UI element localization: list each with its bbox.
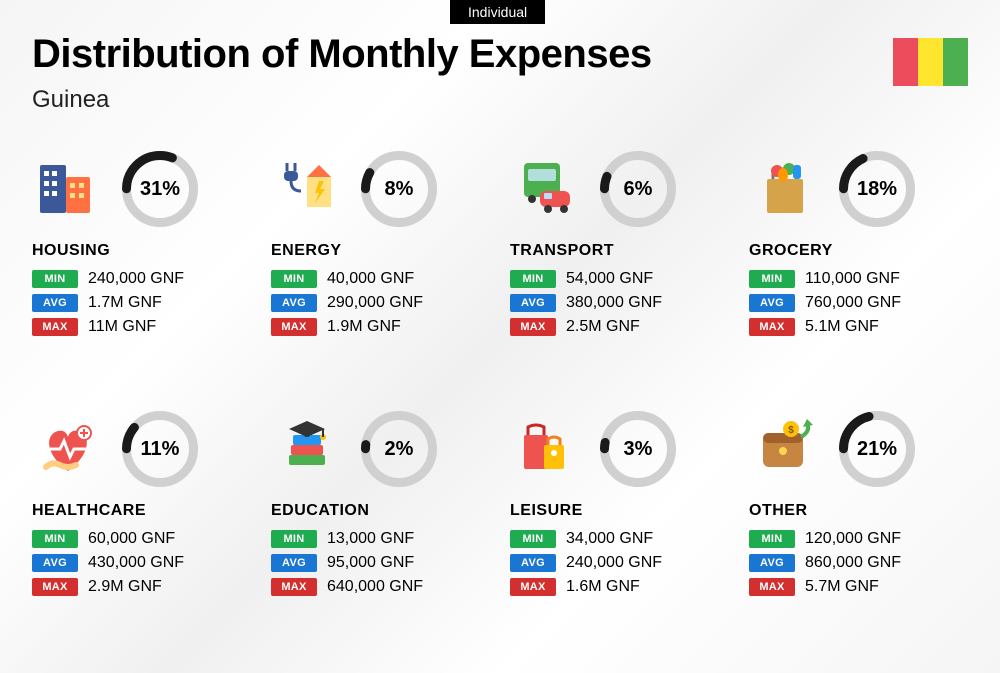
tag-min: MIN <box>749 270 795 288</box>
category-card-healthcare: 11% HEALTHCARE MIN 60,000 GNF AVG 430,00… <box>32 410 251 640</box>
flag-stripe-green <box>943 38 968 86</box>
pct-donut: 8% <box>361 151 437 227</box>
max-value: 2.5M GNF <box>566 318 640 336</box>
max-value: 11M GNF <box>88 318 156 336</box>
tag-max: MAX <box>749 578 795 596</box>
tag-min: MIN <box>32 530 78 548</box>
tag-min: MIN <box>271 530 317 548</box>
pct-donut: 3% <box>600 411 676 487</box>
pct-donut: 21% <box>839 411 915 487</box>
min-value: 240,000 GNF <box>88 270 184 288</box>
category-card-other: $ 21% OTHER MIN 120,000 GNF AVG 860,000 … <box>749 410 968 640</box>
pct-donut: 2% <box>361 411 437 487</box>
tag-max: MAX <box>271 318 317 336</box>
healthcare-icon <box>32 413 104 485</box>
category-name: EDUCATION <box>271 502 490 520</box>
avg-value: 760,000 GNF <box>805 294 901 312</box>
avg-value: 1.7M GNF <box>88 294 162 312</box>
pct-label: 8% <box>361 151 437 227</box>
avg-value: 430,000 GNF <box>88 554 184 572</box>
tag-min: MIN <box>32 270 78 288</box>
tag-min: MIN <box>510 530 556 548</box>
pct-donut: 18% <box>839 151 915 227</box>
tag-avg: AVG <box>271 294 317 312</box>
housing-icon <box>32 153 104 225</box>
max-value: 2.9M GNF <box>88 578 162 596</box>
tag-max: MAX <box>510 318 556 336</box>
avg-value: 860,000 GNF <box>805 554 901 572</box>
tag-min: MIN <box>510 270 556 288</box>
tag-avg: AVG <box>749 554 795 572</box>
pct-label: 21% <box>839 411 915 487</box>
tag-max: MAX <box>32 578 78 596</box>
min-value: 54,000 GNF <box>566 270 653 288</box>
avg-value: 380,000 GNF <box>566 294 662 312</box>
category-card-energy: 8% ENERGY MIN 40,000 GNF AVG 290,000 GNF… <box>271 150 490 380</box>
max-value: 5.7M GNF <box>805 578 879 596</box>
category-card-leisure: 3% LEISURE MIN 34,000 GNF AVG 240,000 GN… <box>510 410 729 640</box>
tag-max: MAX <box>510 578 556 596</box>
min-value: 40,000 GNF <box>327 270 414 288</box>
category-card-housing: 31% HOUSING MIN 240,000 GNF AVG 1.7M GNF… <box>32 150 251 380</box>
grocery-icon <box>749 153 821 225</box>
pct-donut: 11% <box>122 411 198 487</box>
min-value: 120,000 GNF <box>805 530 901 548</box>
category-card-grocery: 18% GROCERY MIN 110,000 GNF AVG 760,000 … <box>749 150 968 380</box>
tag-avg: AVG <box>271 554 317 572</box>
avg-value: 95,000 GNF <box>327 554 414 572</box>
category-name: TRANSPORT <box>510 242 729 260</box>
category-name: HEALTHCARE <box>32 502 251 520</box>
flag-stripe-yellow <box>918 38 943 86</box>
min-value: 34,000 GNF <box>566 530 653 548</box>
badge-individual: Individual <box>450 0 545 24</box>
min-value: 60,000 GNF <box>88 530 175 548</box>
pct-donut: 31% <box>122 151 198 227</box>
min-value: 13,000 GNF <box>327 530 414 548</box>
energy-icon <box>271 153 343 225</box>
category-name: ENERGY <box>271 242 490 260</box>
pct-label: 6% <box>600 151 676 227</box>
education-icon <box>271 413 343 485</box>
pct-label: 3% <box>600 411 676 487</box>
category-card-education: 2% EDUCATION MIN 13,000 GNF AVG 95,000 G… <box>271 410 490 640</box>
svg-text:$: $ <box>788 425 794 436</box>
pct-label: 18% <box>839 151 915 227</box>
flag-guinea <box>893 38 968 86</box>
max-value: 1.9M GNF <box>327 318 401 336</box>
pct-label: 2% <box>361 411 437 487</box>
pct-label: 31% <box>122 151 198 227</box>
max-value: 1.6M GNF <box>566 578 640 596</box>
min-value: 110,000 GNF <box>805 270 900 288</box>
tag-max: MAX <box>271 578 317 596</box>
tag-avg: AVG <box>510 294 556 312</box>
leisure-icon <box>510 413 582 485</box>
category-name: LEISURE <box>510 502 729 520</box>
tag-min: MIN <box>271 270 317 288</box>
tag-min: MIN <box>749 530 795 548</box>
tag-avg: AVG <box>32 554 78 572</box>
pct-donut: 6% <box>600 151 676 227</box>
avg-value: 290,000 GNF <box>327 294 423 312</box>
page-title: Distribution of Monthly Expenses <box>32 32 652 77</box>
category-card-transport: 6% TRANSPORT MIN 54,000 GNF AVG 380,000 … <box>510 150 729 380</box>
other-icon: $ <box>749 413 821 485</box>
page-subtitle: Guinea <box>32 86 109 114</box>
tag-avg: AVG <box>510 554 556 572</box>
category-name: HOUSING <box>32 242 251 260</box>
tag-avg: AVG <box>32 294 78 312</box>
tag-avg: AVG <box>749 294 795 312</box>
transport-icon <box>510 153 582 225</box>
category-name: OTHER <box>749 502 968 520</box>
flag-stripe-red <box>893 38 918 86</box>
category-name: GROCERY <box>749 242 968 260</box>
max-value: 640,000 GNF <box>327 578 423 596</box>
tag-max: MAX <box>749 318 795 336</box>
pct-label: 11% <box>122 411 198 487</box>
tag-max: MAX <box>32 318 78 336</box>
avg-value: 240,000 GNF <box>566 554 662 572</box>
category-grid: 31% HOUSING MIN 240,000 GNF AVG 1.7M GNF… <box>32 150 968 640</box>
max-value: 5.1M GNF <box>805 318 879 336</box>
